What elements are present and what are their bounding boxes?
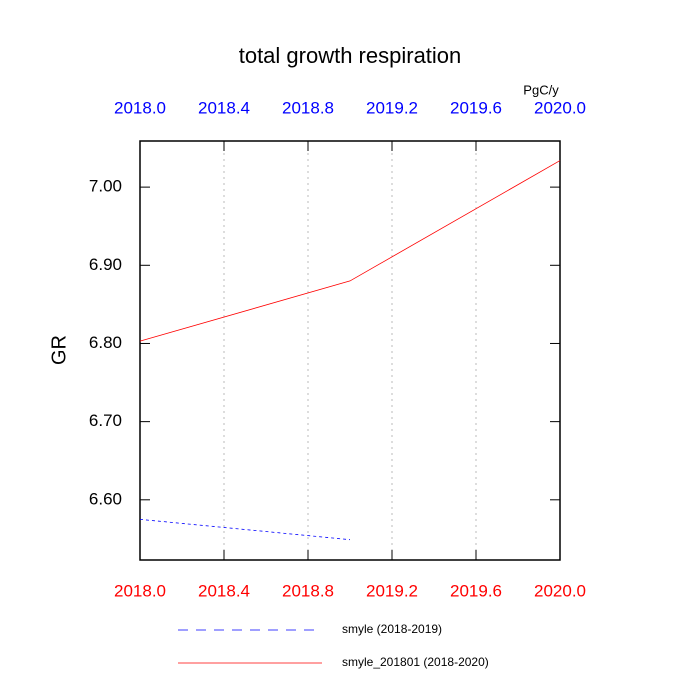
legend-label: smyle (2018-2019) [342,622,442,636]
units-label: PgC/y [523,82,559,97]
y-tick-label: 7.00 [89,177,122,196]
series-line [139,518,351,541]
x-tick-label: 2018.8 [282,581,334,600]
x-tick-label: 2019.6 [450,581,502,600]
y-tick-label: 6.70 [89,411,122,430]
x-tick-label-top: 2019.6 [450,98,502,117]
x-tick-label: 2019.2 [366,581,418,600]
x-tick-label: 2018.0 [114,581,166,600]
x-tick-label-top: 2018.8 [282,98,334,117]
series-line [139,160,561,342]
x-tick-label-top: 2018.0 [114,98,166,117]
x-tick-label: 2020.0 [534,581,586,600]
x-tick-label: 2018.4 [198,581,250,600]
y-tick-label: 6.90 [89,255,122,274]
x-tick-label-top: 2020.0 [534,98,586,117]
x-tick-label-top: 2018.4 [198,98,250,117]
plot-frame [139,140,561,561]
y-tick-label: 6.80 [89,333,122,352]
y-tick-label: 6.60 [89,489,122,508]
legend-label: smyle_201801 (2018-2020) [342,655,489,669]
x-tick-label-top: 2019.2 [366,98,418,117]
chart-title: total growth respiration [239,43,462,68]
y-axis-label: GR [48,335,70,365]
